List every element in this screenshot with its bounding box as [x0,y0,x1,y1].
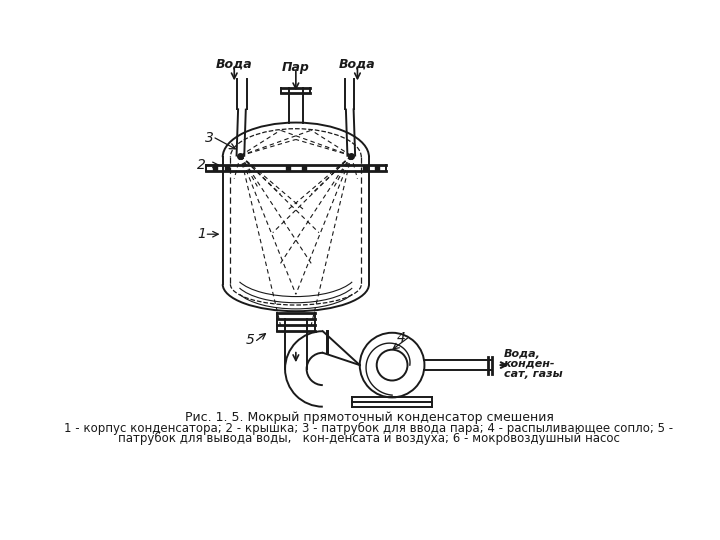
Text: сат, газы: сат, газы [504,369,562,379]
Text: Вода,: Вода, [504,348,541,359]
Text: 4: 4 [397,331,406,345]
Text: 1: 1 [197,227,206,241]
Text: Вода: Вода [216,58,253,71]
Text: 2: 2 [197,158,206,172]
Text: Вода: Вода [339,58,376,71]
Text: Пар: Пар [282,61,310,74]
Text: 3: 3 [204,131,213,145]
Text: 1 - корпус конденсатора; 2 - крышка; 3 - патрубок для ввода пара; 4 - распыливаю: 1 - корпус конденсатора; 2 - крышка; 3 -… [64,422,674,435]
Text: 5: 5 [246,334,255,347]
Text: патрубок для вывода воды,   кон-денсата и воздуха; 6 - мокровоздушный насос: патрубок для вывода воды, кон-денсата и … [118,431,620,445]
Text: конден-: конден- [504,359,555,369]
Text: Рис. 1. 5. Мокрый прямоточный конденсатор смешения: Рис. 1. 5. Мокрый прямоточный конденсато… [184,411,554,424]
